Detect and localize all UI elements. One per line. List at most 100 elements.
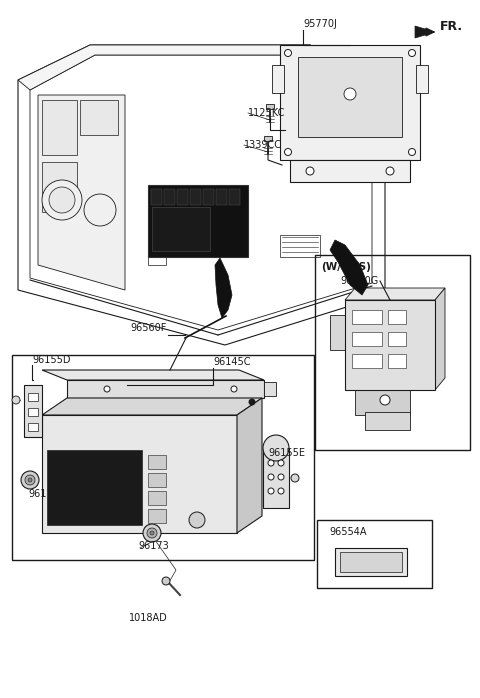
Bar — [317, 520, 432, 588]
Bar — [148, 473, 166, 487]
Circle shape — [386, 167, 394, 175]
Polygon shape — [415, 26, 435, 38]
Text: 1125KC: 1125KC — [248, 108, 286, 118]
Circle shape — [268, 474, 274, 480]
Circle shape — [12, 396, 20, 404]
Bar — [28, 423, 38, 431]
Circle shape — [25, 475, 35, 485]
Bar — [67, 380, 264, 398]
Circle shape — [408, 50, 416, 57]
Circle shape — [21, 471, 39, 489]
Bar — [266, 104, 274, 109]
Bar — [388, 332, 406, 346]
Bar — [315, 255, 470, 450]
Polygon shape — [215, 258, 232, 318]
Text: 96173: 96173 — [138, 541, 169, 551]
Text: 96554A: 96554A — [329, 527, 367, 537]
Bar — [388, 310, 406, 324]
Circle shape — [231, 386, 237, 392]
Circle shape — [285, 50, 291, 57]
Text: 96173: 96173 — [28, 489, 59, 499]
Bar — [365, 412, 410, 430]
Bar — [42, 100, 77, 155]
Circle shape — [268, 460, 274, 466]
Circle shape — [150, 531, 154, 535]
Bar — [290, 160, 410, 182]
Bar — [148, 491, 166, 505]
Bar — [280, 45, 420, 160]
Polygon shape — [345, 288, 445, 300]
Circle shape — [147, 528, 157, 538]
Bar — [263, 448, 289, 508]
Bar — [148, 455, 166, 469]
Bar — [148, 509, 166, 523]
Bar — [12, 355, 314, 560]
Text: FR.: FR. — [440, 20, 463, 34]
Polygon shape — [435, 288, 445, 390]
Circle shape — [278, 460, 284, 466]
Circle shape — [189, 512, 205, 528]
Bar — [345, 300, 435, 390]
Circle shape — [58, 504, 70, 516]
Circle shape — [52, 498, 76, 522]
Circle shape — [306, 167, 314, 175]
Circle shape — [268, 488, 274, 494]
Circle shape — [278, 474, 284, 480]
Circle shape — [28, 478, 32, 482]
Bar — [164, 189, 175, 205]
Bar — [330, 315, 348, 350]
Bar — [24, 385, 42, 437]
Bar — [190, 189, 201, 205]
Bar — [28, 408, 38, 416]
Text: 1018AD: 1018AD — [129, 613, 168, 623]
Bar — [352, 354, 382, 368]
Bar — [177, 189, 188, 205]
Bar — [388, 354, 406, 368]
Text: 96155D: 96155D — [32, 355, 71, 365]
Circle shape — [344, 88, 356, 100]
Bar — [272, 65, 284, 93]
Polygon shape — [18, 45, 385, 90]
Bar — [42, 162, 77, 212]
Bar — [80, 100, 118, 135]
Circle shape — [42, 180, 82, 220]
Bar — [416, 65, 428, 93]
Circle shape — [408, 149, 416, 156]
Bar — [148, 185, 248, 257]
Polygon shape — [237, 398, 262, 533]
Bar — [298, 57, 402, 137]
Text: 96155E: 96155E — [268, 448, 305, 458]
Bar — [148, 255, 166, 265]
Bar — [280, 235, 320, 257]
Bar — [229, 189, 240, 205]
Circle shape — [285, 149, 291, 156]
Polygon shape — [42, 398, 262, 415]
Polygon shape — [38, 95, 125, 290]
Circle shape — [143, 524, 161, 542]
Circle shape — [278, 488, 284, 494]
Bar — [352, 310, 382, 324]
Bar — [352, 332, 382, 346]
Circle shape — [249, 399, 255, 405]
Bar — [355, 390, 410, 415]
Text: 95770J: 95770J — [303, 19, 337, 29]
Bar — [203, 189, 214, 205]
Bar — [264, 136, 272, 141]
Circle shape — [162, 577, 170, 585]
Circle shape — [380, 395, 390, 405]
Bar — [47, 450, 142, 525]
Circle shape — [263, 435, 289, 461]
Text: 96145C: 96145C — [213, 357, 251, 367]
Polygon shape — [42, 370, 264, 380]
Bar — [216, 189, 227, 205]
Bar — [417, 315, 435, 350]
Bar — [151, 189, 162, 205]
Bar — [152, 207, 210, 251]
Bar — [42, 415, 237, 533]
Text: 96560F: 96560F — [130, 323, 167, 333]
Circle shape — [49, 187, 75, 213]
Text: 1339CC: 1339CC — [244, 140, 282, 150]
Text: 96510G: 96510G — [340, 276, 378, 286]
Circle shape — [104, 386, 110, 392]
Text: (W/MTS): (W/MTS) — [321, 262, 371, 272]
